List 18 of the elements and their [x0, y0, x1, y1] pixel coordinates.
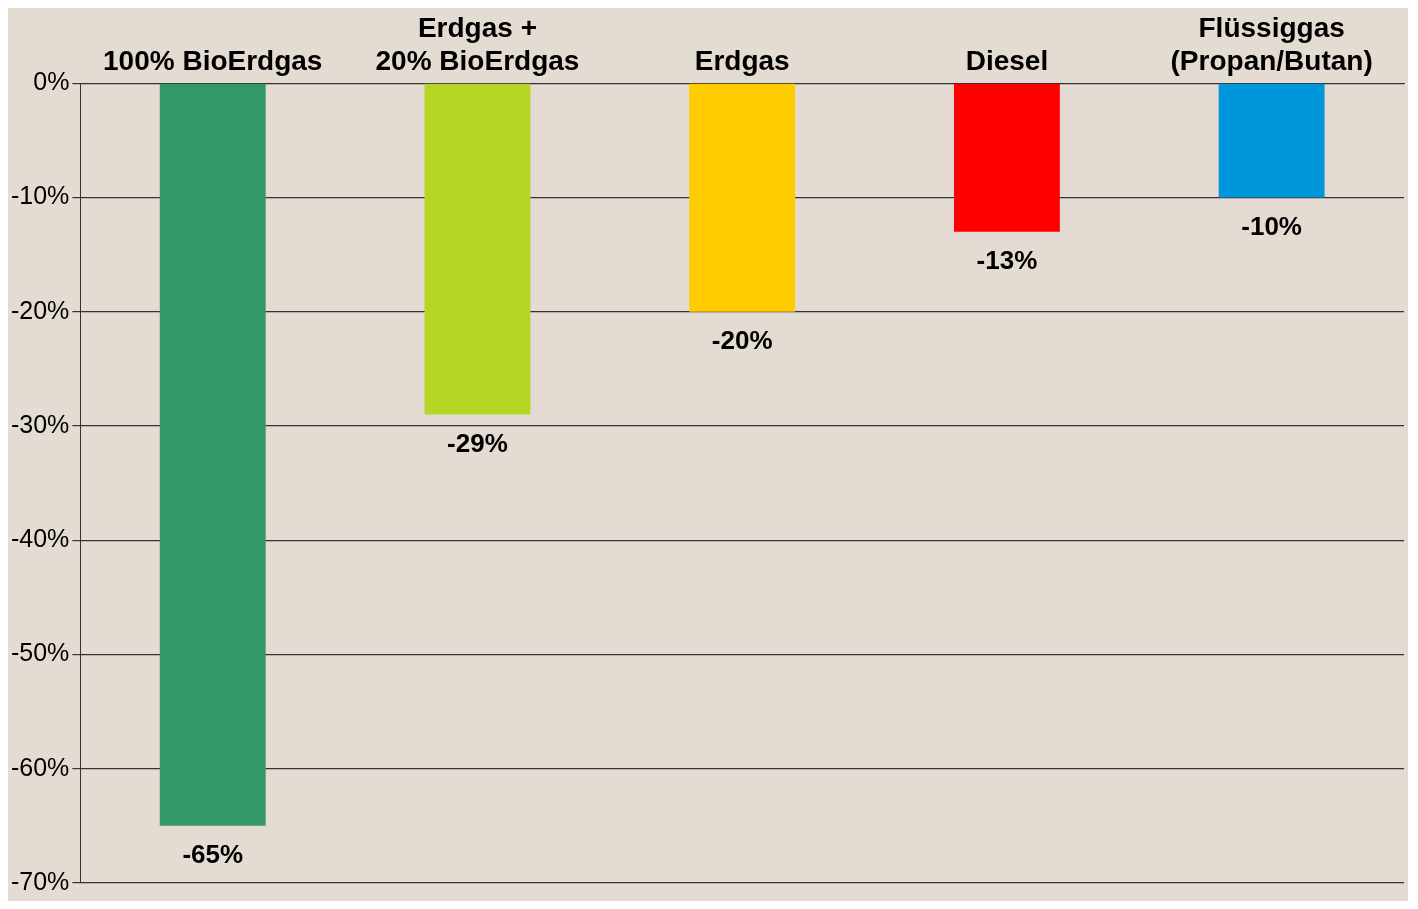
data-label: -29% — [447, 427, 508, 458]
y-tick-label: -40% — [10, 524, 70, 553]
data-label: -20% — [711, 324, 773, 355]
x-tick-label: Diesel — [965, 45, 1049, 77]
data-label: -65% — [182, 839, 244, 870]
x-tick-label: Erdgas + 20% BioErdgas — [375, 11, 580, 77]
x-tick-label: Flüssiggas (Propan/Butan) — [1170, 11, 1373, 77]
y-tick-label: -70% — [10, 866, 70, 895]
data-label: -10% — [1241, 210, 1302, 241]
x-tick-label: 100% BioErdgas — [103, 45, 323, 77]
y-tick-label: -60% — [10, 752, 70, 781]
data-label: -13% — [976, 244, 1038, 275]
y-tick-label: 0% — [33, 67, 70, 96]
y-tick-label: -20% — [10, 295, 70, 324]
x-tick-label: Erdgas — [694, 45, 790, 77]
y-tick-label: -30% — [10, 409, 70, 438]
y-tick-label: -50% — [10, 638, 70, 667]
y-tick-label: -10% — [10, 181, 70, 210]
